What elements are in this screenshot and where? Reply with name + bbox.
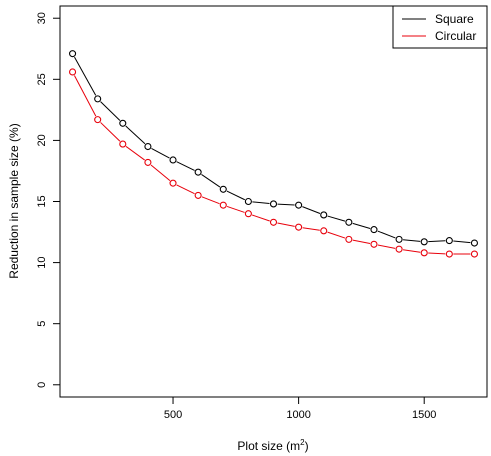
y-tick-label: 15 (36, 195, 48, 207)
y-tick-label: 20 (36, 134, 48, 146)
series-square-point (420, 238, 428, 246)
series-square-segment (226, 190, 246, 201)
series-square-point (119, 119, 127, 127)
x-tick-label: 1000 (286, 409, 310, 421)
series-circular-point (470, 250, 478, 258)
series-circular-point (370, 240, 378, 248)
series-square-segment (201, 174, 221, 188)
series-square-segment (277, 203, 295, 206)
series-square-point (219, 185, 227, 193)
series-square-segment (352, 222, 371, 229)
legend: Square Circular (392, 5, 488, 49)
series-circular-segment (100, 122, 121, 142)
series-square-segment (74, 56, 97, 96)
legend-label-square: Square (435, 12, 474, 26)
series-circular-point (169, 179, 177, 187)
series-square-segment (302, 206, 321, 214)
series-circular-segment (73, 75, 97, 117)
series-square-segment (100, 101, 121, 121)
series-square-segment (252, 201, 270, 205)
series-circular-point (119, 140, 127, 148)
x-axis-label-superscript: 2 (300, 438, 305, 447)
x-axis: 500 1000 1500 (164, 397, 436, 421)
series-circular-segment (352, 239, 371, 244)
series-square-point (269, 200, 278, 208)
series-circular-point (420, 249, 428, 257)
series-circular-segment (428, 252, 446, 255)
series-square-point (144, 142, 152, 151)
series-circular-point (194, 191, 202, 199)
x-tick-label: 1500 (412, 409, 436, 421)
series-square-point (169, 156, 177, 164)
legend-label-circular: Circular (435, 29, 476, 43)
series-circular-segment (302, 227, 320, 231)
series-circular-point (144, 158, 152, 166)
plot-frame (59, 5, 488, 398)
series-square-point (244, 197, 252, 206)
series-square-segment (176, 161, 195, 171)
y-tick-label: 0 (36, 382, 48, 388)
y-axis-label: Reduction in sample size (%) (7, 123, 21, 278)
series-circular-segment (150, 164, 171, 182)
x-axis-label-suffix: ) (305, 439, 309, 453)
series-circular-segment (377, 244, 396, 249)
series-circular-point (345, 235, 353, 243)
series-square-segment (125, 125, 146, 145)
series-circular-point (445, 250, 453, 258)
series-square-point (470, 239, 478, 247)
x-tick-label: 500 (164, 409, 182, 421)
series-circular-point (94, 116, 102, 124)
series-square-segment (377, 230, 396, 239)
series-circular-segment (125, 146, 145, 161)
series-square-segment (151, 147, 170, 159)
series-circular-point (395, 245, 403, 253)
x-axis-label: Plot size (m2) (237, 438, 308, 453)
series-layer (69, 50, 478, 258)
series-circular-segment (327, 231, 346, 239)
y-axis: 0 5 10 15 20 25 30 (36, 12, 60, 388)
series-square-point (69, 50, 77, 58)
series-circular-segment (277, 222, 295, 227)
series-circular-segment (252, 214, 270, 222)
series-square-point (94, 95, 102, 103)
series-square-point (194, 168, 202, 176)
y-tick-label: 10 (36, 256, 48, 268)
y-tick-label: 25 (36, 73, 48, 85)
series-circular-point (69, 68, 77, 76)
series-circular-segment (201, 196, 220, 205)
series-square-segment (453, 240, 471, 244)
series-square-point (395, 235, 403, 243)
y-tick-label: 5 (36, 321, 48, 327)
series-circular-segment (402, 249, 421, 253)
series-square-point (295, 201, 303, 209)
series-circular-point (320, 227, 328, 235)
series-square (69, 50, 478, 247)
series-square-segment (327, 215, 346, 222)
series-circular-point (219, 201, 227, 209)
series-circular-point (295, 223, 303, 231)
series-square-segment (428, 240, 446, 243)
series-circular-point (269, 218, 278, 226)
series-square-point (370, 226, 378, 234)
series-square-point (320, 211, 328, 219)
series-square-point (345, 218, 353, 226)
series-circular-segment (176, 184, 195, 195)
legend-box (392, 5, 488, 49)
series-square-point (445, 237, 453, 245)
series-square-segment (403, 239, 421, 242)
y-tick-label: 30 (36, 12, 48, 24)
series-circular-point (244, 210, 252, 218)
series-circular-segment (226, 205, 245, 213)
series-circular (69, 68, 478, 258)
